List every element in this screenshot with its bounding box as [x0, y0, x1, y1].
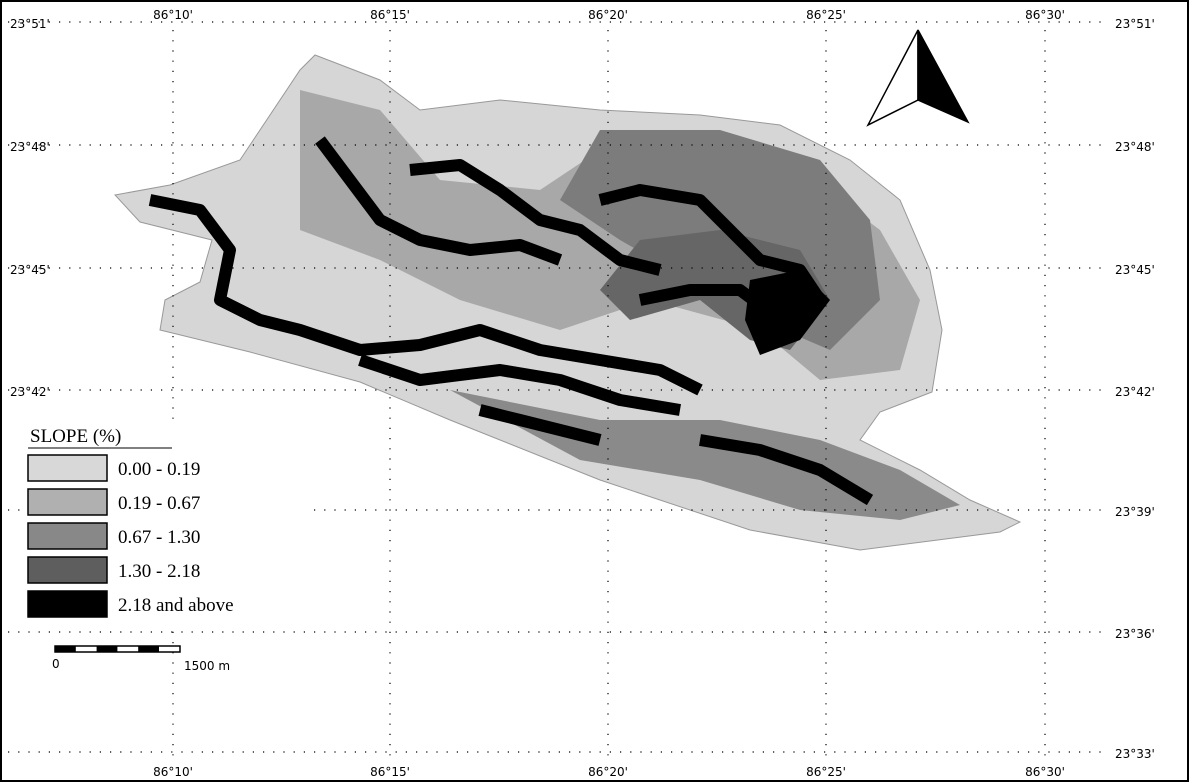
lat-label: 23°48': [1115, 140, 1155, 154]
lon-label: 86°30': [1025, 765, 1065, 779]
scale-end: 1500 m: [184, 659, 230, 673]
lon-label: 86°15': [370, 765, 410, 779]
legend-swatch: [28, 523, 107, 549]
lon-label: 86°20': [588, 765, 628, 779]
lat-label: 23°51': [10, 17, 50, 31]
scale-bar-segment: [55, 646, 76, 652]
legend-swatch: [28, 591, 107, 617]
lat-label: 23°48': [10, 140, 50, 154]
scale-start: 0: [52, 657, 60, 671]
lon-label: 86°20': [588, 8, 628, 22]
lat-label: 23°33': [1115, 747, 1155, 761]
lat-label: 23°36': [1115, 627, 1155, 641]
scale-bar-segment: [97, 646, 118, 652]
lon-label: 86°10': [153, 765, 193, 779]
lon-label: 86°25': [806, 765, 846, 779]
lat-label: 23°51': [1115, 17, 1155, 31]
lat-label: 23°42': [1115, 385, 1155, 399]
legend-label: 0.67 - 1.30: [118, 527, 200, 548]
lon-label: 86°25': [806, 8, 846, 22]
legend-title: SLOPE (%): [30, 426, 121, 447]
legend-swatch: [28, 557, 107, 583]
legend: SLOPE (%) 0.00 - 0.19 0.19 - 0.67 0.67 - 1.…: [20, 420, 305, 625]
legend-label: 0.19 - 0.67: [118, 493, 200, 514]
lon-label: 86°30': [1025, 8, 1065, 22]
lon-label: 86°10': [153, 8, 193, 22]
legend-label: 1.30 - 2.18: [118, 561, 200, 582]
legend-swatch: [28, 455, 107, 481]
lat-label: 23°39': [1115, 505, 1155, 519]
lat-label: 23°42': [10, 385, 50, 399]
lon-label: 86°15': [370, 8, 410, 22]
lat-label: 23°45': [10, 263, 50, 277]
legend-label: 2.18 and above: [118, 595, 234, 616]
legend-label: 0.00 - 0.19: [118, 459, 200, 480]
scale-bar-segment: [138, 646, 159, 652]
lat-label: 23°45': [1115, 263, 1155, 277]
map: 86°10' 86°15' 86°20' 86°25' 86°30' 86°10' 86°1…: [0, 0, 1189, 782]
legend-swatch: [28, 489, 107, 515]
